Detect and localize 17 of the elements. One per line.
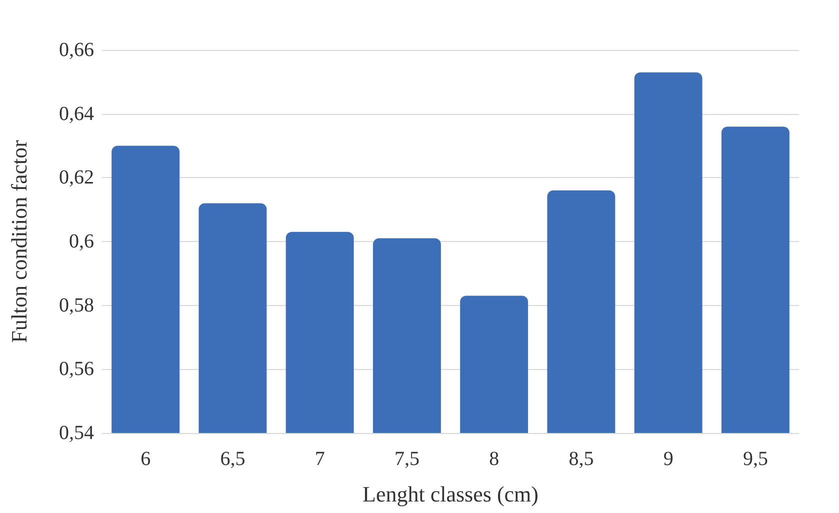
x-tick-label: 6: [140, 448, 151, 470]
x-axis-title: Lenght classes (cm): [362, 482, 538, 506]
y-axis-title: Fulton condition factor: [6, 139, 32, 343]
y-tick-label: 0,54: [59, 422, 94, 444]
y-tick-label: 0,64: [59, 102, 94, 125]
x-tick-label: 9: [663, 448, 674, 470]
y-tick-label: 0,58: [59, 294, 94, 316]
y-tick-label: 0,62: [59, 166, 94, 189]
x-tick-label: 9,5: [742, 448, 768, 470]
y-tick-label: 0,6: [69, 230, 94, 252]
x-tick-label: 7: [314, 448, 325, 470]
x-tick-label: 8: [489, 448, 500, 470]
x-tick-label: 7,5: [394, 448, 420, 470]
x-tick-label: 8,5: [568, 448, 594, 470]
y-tick-label: 0,56: [59, 358, 94, 380]
y-tick-label: 0,66: [59, 39, 94, 61]
x-tick-label: 6,5: [220, 448, 246, 470]
